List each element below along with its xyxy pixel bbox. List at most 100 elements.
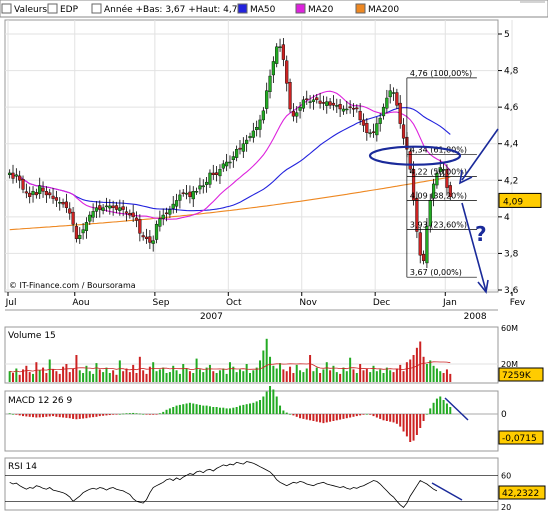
- year-label: 2008: [464, 312, 487, 322]
- candle: [44, 186, 48, 203]
- candle-body: [251, 130, 255, 138]
- candle-body: [74, 226, 79, 239]
- candle-body: [38, 185, 42, 195]
- candle-body: [395, 92, 399, 106]
- candle: [164, 207, 169, 222]
- year-label: 2007: [200, 312, 223, 322]
- volume-bar: [345, 371, 348, 382]
- candle: [198, 177, 202, 195]
- rsi-last-label: 42,2322: [502, 489, 539, 499]
- macd-bar: [198, 404, 201, 414]
- volume-bar: [188, 371, 191, 382]
- candle-body: [255, 127, 259, 131]
- candle: [418, 227, 422, 264]
- arrow-line: [461, 128, 499, 181]
- volume-bar: [422, 356, 425, 382]
- macd-bar: [208, 406, 211, 414]
- candle-body: [408, 151, 412, 170]
- volume-bar: [335, 372, 338, 382]
- candle-body: [338, 104, 342, 110]
- volume-title: Volume 15: [8, 331, 56, 341]
- macd-bar: [212, 407, 215, 414]
- volume-bar: [252, 370, 255, 382]
- candle-body: [54, 197, 58, 201]
- candle: [121, 200, 125, 217]
- macd-bar: [68, 414, 71, 419]
- candle: [134, 211, 139, 228]
- candle: [208, 169, 212, 188]
- candle-body: [335, 105, 339, 107]
- candle: [108, 199, 112, 215]
- volume-bar: [355, 373, 358, 382]
- candle-body: [271, 61, 275, 76]
- rsi-tick-label: 60: [501, 471, 511, 480]
- candle-body: [281, 44, 285, 60]
- price-tick-label: 4,4: [504, 140, 519, 150]
- candle: [265, 82, 269, 114]
- volume-bar: [18, 374, 21, 382]
- volume-bar: [192, 373, 195, 382]
- macd-bar: [108, 414, 111, 416]
- candle-body: [208, 172, 212, 185]
- candle: [388, 84, 392, 104]
- macd-bar: [75, 414, 78, 420]
- candle-body: [94, 207, 99, 212]
- candle: [275, 43, 279, 68]
- volume-bar: [12, 373, 15, 382]
- volume-bar: [242, 371, 245, 382]
- candle-body: [174, 200, 179, 207]
- candle-body: [191, 191, 195, 200]
- candle-body: [181, 192, 185, 194]
- candle-body: [215, 172, 219, 175]
- candle-body: [301, 99, 306, 109]
- volume-bar: [292, 373, 295, 382]
- volume-bar: [115, 374, 118, 382]
- candle: [291, 103, 295, 122]
- candle-body: [48, 192, 52, 196]
- macd-bar: [135, 413, 138, 414]
- macd-bar: [399, 414, 402, 427]
- candle: [231, 151, 235, 168]
- candle: [205, 176, 209, 193]
- macd-panel: [4, 390, 499, 452]
- macd-bar: [449, 407, 452, 414]
- volume-bar: [405, 362, 408, 382]
- candle: [68, 202, 72, 220]
- volume-bar: [185, 368, 188, 382]
- volume-bar: [8, 371, 11, 382]
- candle: [375, 117, 379, 142]
- macd-bar: [295, 414, 298, 417]
- volume-bar: [419, 341, 422, 382]
- candle: [51, 187, 55, 204]
- rsi-title: RSI 14: [8, 462, 37, 472]
- header-swatch: [295, 3, 306, 14]
- macd-bar: [322, 414, 325, 424]
- macd-bar: [339, 414, 342, 420]
- candle-body: [448, 185, 452, 197]
- macd-bar: [302, 414, 305, 419]
- candle-body: [442, 169, 446, 171]
- macd-bar: [82, 414, 85, 419]
- macd-bar: [279, 405, 282, 414]
- volume-bar: [205, 367, 208, 382]
- candle-body: [438, 167, 442, 173]
- candle-body: [418, 232, 422, 256]
- volume-bar: [48, 359, 51, 382]
- volume-bar: [322, 369, 325, 382]
- macd-bar: [112, 414, 115, 415]
- candle: [361, 113, 366, 133]
- candle: [415, 191, 419, 239]
- candle: [104, 197, 109, 212]
- candle: [365, 118, 369, 141]
- candle-body: [8, 172, 12, 176]
- candle: [391, 87, 396, 101]
- volume-bar: [375, 371, 378, 382]
- candle-body: [288, 82, 292, 110]
- macd-bar: [88, 414, 91, 418]
- candle-body: [31, 191, 35, 195]
- candle: [301, 96, 306, 112]
- macd-bar: [175, 405, 178, 414]
- candle: [191, 186, 195, 207]
- candle-body: [278, 46, 282, 48]
- candle-body: [351, 108, 356, 110]
